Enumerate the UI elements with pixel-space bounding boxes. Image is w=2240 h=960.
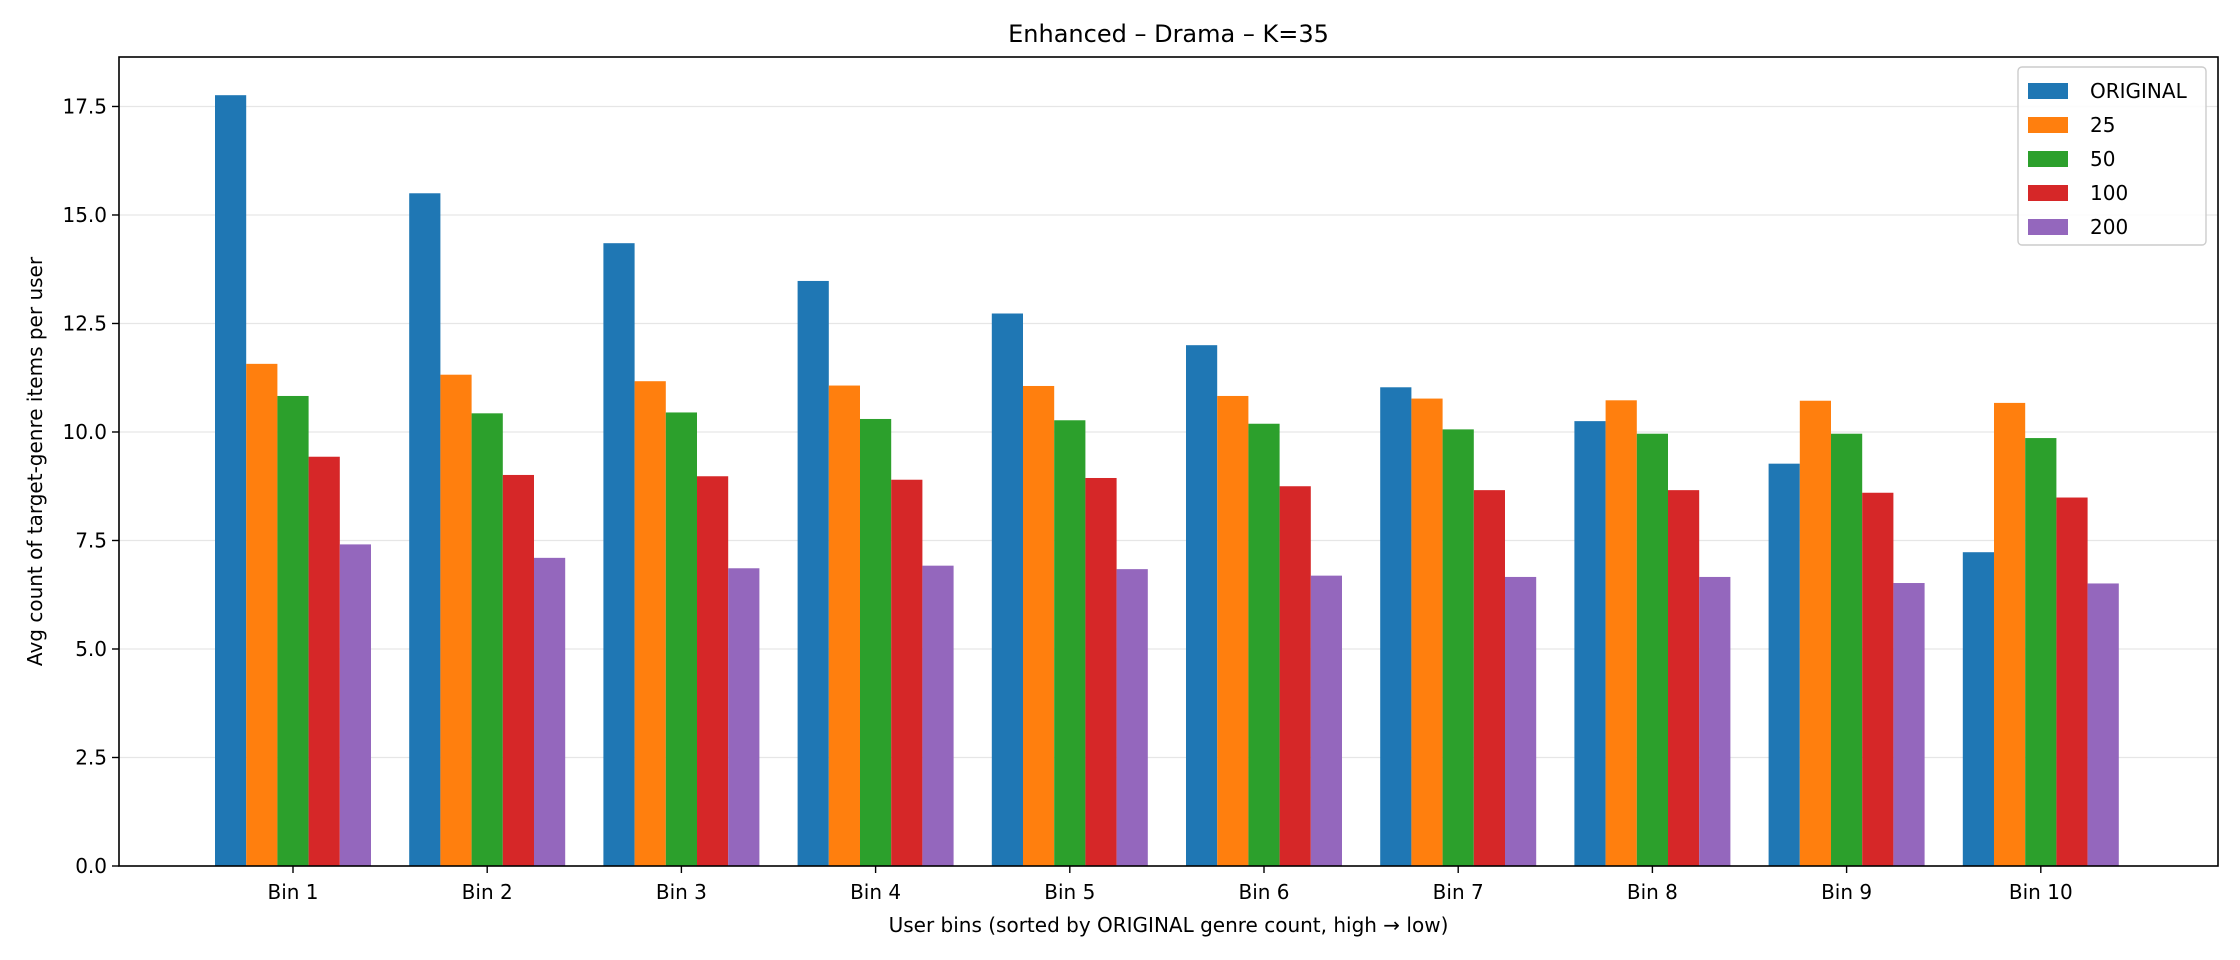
bar [1310,575,1342,866]
legend-label: 50 [2090,147,2115,171]
bar [1116,569,1148,866]
legend-label: 200 [2090,215,2128,239]
bar [1023,385,1055,866]
bar [1831,433,1863,866]
bar [502,474,534,866]
bar [1768,463,1800,866]
bar [1699,576,1731,866]
y-tick-label: 7.5 [75,528,107,552]
y-tick-label: 0.0 [75,854,107,878]
y-tick-label: 10.0 [62,420,107,444]
y-tick-label: 15.0 [62,203,107,227]
legend-label: 25 [2090,113,2115,137]
legend-swatch [2028,151,2068,167]
bar [891,479,923,866]
bar [339,544,371,866]
plot-frame [118,56,2219,867]
bar [2087,583,2119,866]
y-tick-label: 12.5 [62,311,107,335]
bar [1380,387,1412,866]
bar [1186,345,1218,866]
legend-swatch [2028,185,2068,201]
bar [1505,576,1537,866]
bar [2025,438,2057,866]
bar [534,557,566,866]
bar-group [991,313,1148,867]
bars [215,95,2119,867]
x-tick-label: Bin 7 [1433,880,1484,904]
x-tick-label: Bin 4 [850,880,901,904]
bar-group [1962,402,2119,866]
bar [440,374,472,866]
bar [1054,420,1086,866]
y-axis-label: Avg count of target-genre items per user [23,256,47,666]
bar [860,418,892,866]
bar [2056,497,2088,866]
legend-swatch [2028,219,2068,235]
bar-group [1186,345,1342,866]
legend-label: ORIGINAL [2090,79,2188,103]
bar [277,395,309,866]
x-tick-label: Bin 1 [267,880,318,904]
bar [797,280,829,866]
bar [1799,400,1831,866]
legend-label: 100 [2090,181,2128,205]
chart-title: Enhanced – Drama – K=35 [1008,20,1329,48]
bar [1605,400,1637,866]
bar [1085,477,1117,866]
x-tick-label: Bin 2 [462,880,513,904]
bar [991,313,1023,867]
bar-group [215,95,371,867]
bar [1442,429,1474,866]
bar [1217,395,1249,866]
bar [1636,433,1668,866]
x-tick-label: Bin 9 [1821,880,1872,904]
bar [409,193,441,867]
bar [471,413,503,866]
y-axis-ticks: 0.0 2.5 5.0 7.5 10.0 12.5 15.0 17.5 [62,94,119,878]
legend: ORIGINAL 25 50 100 200 [2017,66,2207,246]
bar [1411,398,1443,866]
y-tick-label: 2.5 [75,745,107,769]
x-axis-label: User bins (sorted by ORIGINAL genre coun… [889,913,1449,937]
legend-swatch [2028,83,2068,99]
bar [1473,490,1505,866]
bar-group [797,280,954,866]
legend-swatch [2028,117,2068,133]
bar [308,456,340,866]
bar [1574,421,1606,866]
x-tick-label: Bin 3 [656,880,707,904]
bar [1668,490,1700,866]
bar [215,95,247,867]
bar [1994,402,2026,866]
bar [728,568,760,866]
bar [1893,583,1925,866]
x-tick-label: Bin 5 [1044,880,1095,904]
bar [665,412,697,866]
bar-group [1768,400,1925,866]
bar-group [1574,400,1731,866]
bar-group [409,193,566,867]
y-tick-label: 17.5 [62,94,107,118]
bar [603,243,635,866]
x-tick-label: Bin 8 [1627,880,1678,904]
bar [828,385,860,866]
bar [1248,423,1280,866]
bar [634,381,666,866]
bar-group [1380,387,1537,866]
y-tick-label: 5.0 [75,637,107,661]
bar [1862,492,1894,866]
x-axis-ticks: Bin 1 Bin 2 Bin 3 Bin 4 Bin 5 Bin 6 Bin 7 Bin 8… [267,866,2073,904]
bar [697,476,729,866]
x-tick-label: Bin 6 [1238,880,1289,904]
bar [1279,486,1311,866]
bar [922,565,954,866]
bar [1962,552,1994,866]
bar [246,363,278,866]
bar-group [603,243,760,866]
x-tick-label: Bin 10 [2009,880,2073,904]
